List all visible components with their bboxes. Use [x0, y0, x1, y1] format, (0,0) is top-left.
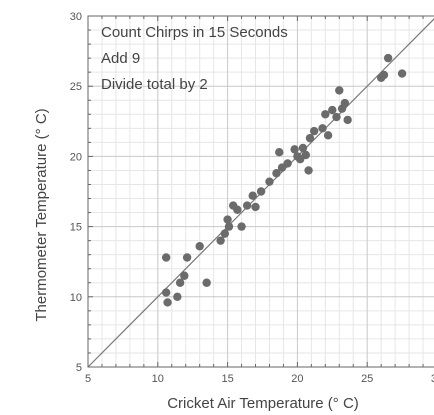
data-point: [161, 253, 171, 262]
data-point: [265, 177, 274, 186]
data-point: [182, 253, 192, 262]
y-tick-labels: 5 10 15 20 25 30: [70, 11, 82, 374]
data-point: [256, 187, 266, 196]
data-point: [328, 105, 337, 115]
data-point: [383, 53, 393, 63]
data-point: [321, 110, 330, 119]
axis-ticks: [87, 15, 424, 368]
annotation-line-2: Add 9: [101, 50, 140, 67]
y-tick-label: 15: [70, 222, 82, 234]
data-point: [379, 70, 389, 80]
y-tick-label: 20: [70, 151, 82, 163]
data-point: [335, 86, 344, 95]
x-tick-label: 5: [85, 373, 91, 385]
data-point: [290, 145, 299, 154]
data-point: [397, 69, 407, 78]
data-point: [202, 278, 211, 287]
data-point: [180, 271, 189, 280]
data-point: [161, 288, 171, 297]
data-point: [318, 124, 327, 133]
y-tick-label: 25: [70, 81, 82, 93]
annotation-box: Count Chirps in 15 Seconds Add 9 Divide …: [101, 24, 288, 93]
data-point: [220, 229, 230, 238]
data-point: [304, 166, 313, 175]
data-point: [301, 150, 310, 160]
x-tick-label: 30: [431, 373, 434, 385]
data-point: [251, 202, 260, 212]
data-point: [272, 169, 281, 178]
data-point: [223, 215, 232, 224]
x-tick-label: 25: [361, 373, 373, 385]
data-point: [216, 236, 225, 245]
plot-frame: [87, 15, 434, 368]
data-point: [173, 292, 182, 301]
y-axis-title: Thermometer Temperature (° C): [33, 108, 50, 321]
data-point: [305, 133, 315, 143]
x-tick-label: 20: [291, 373, 303, 385]
x-tick-label: 10: [152, 373, 164, 385]
y-tick-label: 30: [70, 11, 82, 23]
x-axis-title: Cricket Air Temperature (° C): [167, 395, 359, 412]
data-point: [332, 112, 341, 122]
data-point: [163, 298, 172, 307]
data-point: [233, 205, 242, 214]
data-point: [283, 159, 292, 168]
data-points: [161, 53, 407, 307]
data-point: [242, 201, 252, 210]
data-point: [343, 115, 352, 125]
y-tick-label: 5: [76, 362, 82, 374]
data-point: [175, 278, 185, 287]
minor-gridlines: [88, 16, 434, 367]
data-point: [195, 242, 204, 251]
x-tick-labels: 5 10 15 20 25 30: [85, 373, 434, 385]
data-point: [248, 191, 257, 200]
annotation-line-3: Divide total by 2: [101, 76, 208, 93]
data-point: [224, 222, 234, 231]
data-point: [298, 143, 308, 153]
data-point: [340, 98, 350, 108]
data-point: [275, 147, 284, 157]
data-point: [237, 222, 246, 231]
y-tick-label: 10: [70, 292, 82, 304]
data-point: [309, 126, 319, 136]
annotation-line-1: Count Chirps in 15 Seconds: [101, 24, 288, 41]
x-tick-label: 15: [221, 373, 233, 385]
data-point: [323, 131, 333, 140]
